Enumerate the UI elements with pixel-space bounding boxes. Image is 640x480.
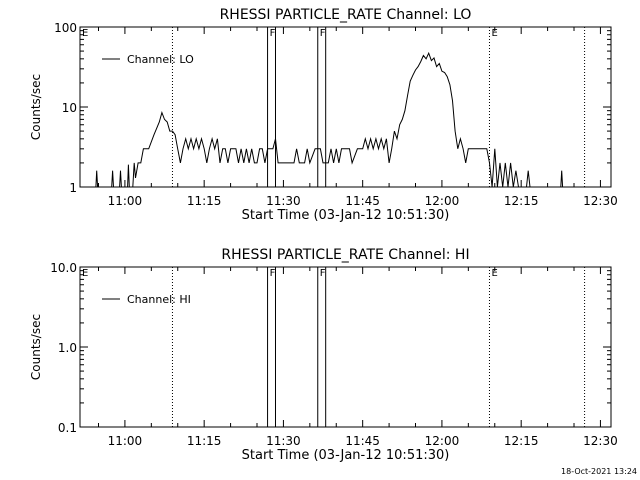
y-tick-label: 100	[54, 21, 77, 35]
x-tick-label: 11:15	[187, 434, 222, 448]
time-marker-label: F	[320, 268, 326, 279]
y-axis-label: Counts/sec	[29, 74, 43, 140]
y-tick-label: 1.0	[58, 341, 77, 355]
footer-date: 18-Oct-2021 13:24	[561, 467, 637, 476]
plot-frame	[79, 26, 612, 188]
time-marker-label: E	[491, 28, 497, 39]
time-marker-label: F	[320, 28, 326, 39]
time-marker-label: F	[270, 28, 276, 39]
legend-entry: Channel: HI	[127, 293, 191, 306]
legend-entry: Channel: LO	[127, 53, 194, 66]
x-tick-label: 11:00	[108, 434, 143, 448]
x-tick-label: 11:45	[345, 434, 380, 448]
y-tick-label: 0.1	[58, 421, 77, 435]
y-tick-label: 1	[69, 181, 77, 195]
x-tick-label: 12:15	[504, 194, 539, 208]
x-tick-label: 11:30	[266, 194, 301, 208]
plot-frame	[79, 266, 612, 428]
chart-title: RHESSI PARTICLE_RATE Channel: LO	[220, 7, 472, 23]
time-marker-label: E	[491, 268, 497, 279]
x-tick-label: 11:15	[187, 194, 222, 208]
chart-title: RHESSI PARTICLE_RATE Channel: HI	[221, 247, 469, 263]
x-tick-label: 12:30	[583, 194, 618, 208]
x-tick-label: 11:30	[266, 434, 301, 448]
time-marker-label: E	[82, 268, 88, 279]
x-tick-label: 12:00	[425, 434, 460, 448]
x-tick-label: 12:15	[504, 434, 539, 448]
panel-lo: RHESSI PARTICLE_RATE Channel: LO 11:00 11:…	[29, 7, 618, 223]
x-tick-label: 12:00	[425, 194, 460, 208]
x-axis-label: Start Time (03-Jan-12 10:51:30)	[242, 208, 450, 223]
y-axis-label: Counts/sec	[29, 314, 43, 380]
x-axis-label: Start Time (03-Jan-12 10:51:30)	[242, 448, 450, 463]
series-line	[95, 51, 564, 188]
x-tick-label: 11:00	[108, 194, 143, 208]
y-tick-label: 10.0	[50, 261, 77, 275]
x-tick-label: 11:45	[345, 194, 380, 208]
time-marker-label: E	[82, 28, 88, 39]
panel-hi: RHESSI PARTICLE_RATE Channel: HI 11:00 11:…	[29, 247, 618, 463]
y-tick-label: 10	[62, 101, 77, 115]
time-marker-label: F	[270, 268, 276, 279]
x-tick-label: 12:30	[583, 434, 618, 448]
